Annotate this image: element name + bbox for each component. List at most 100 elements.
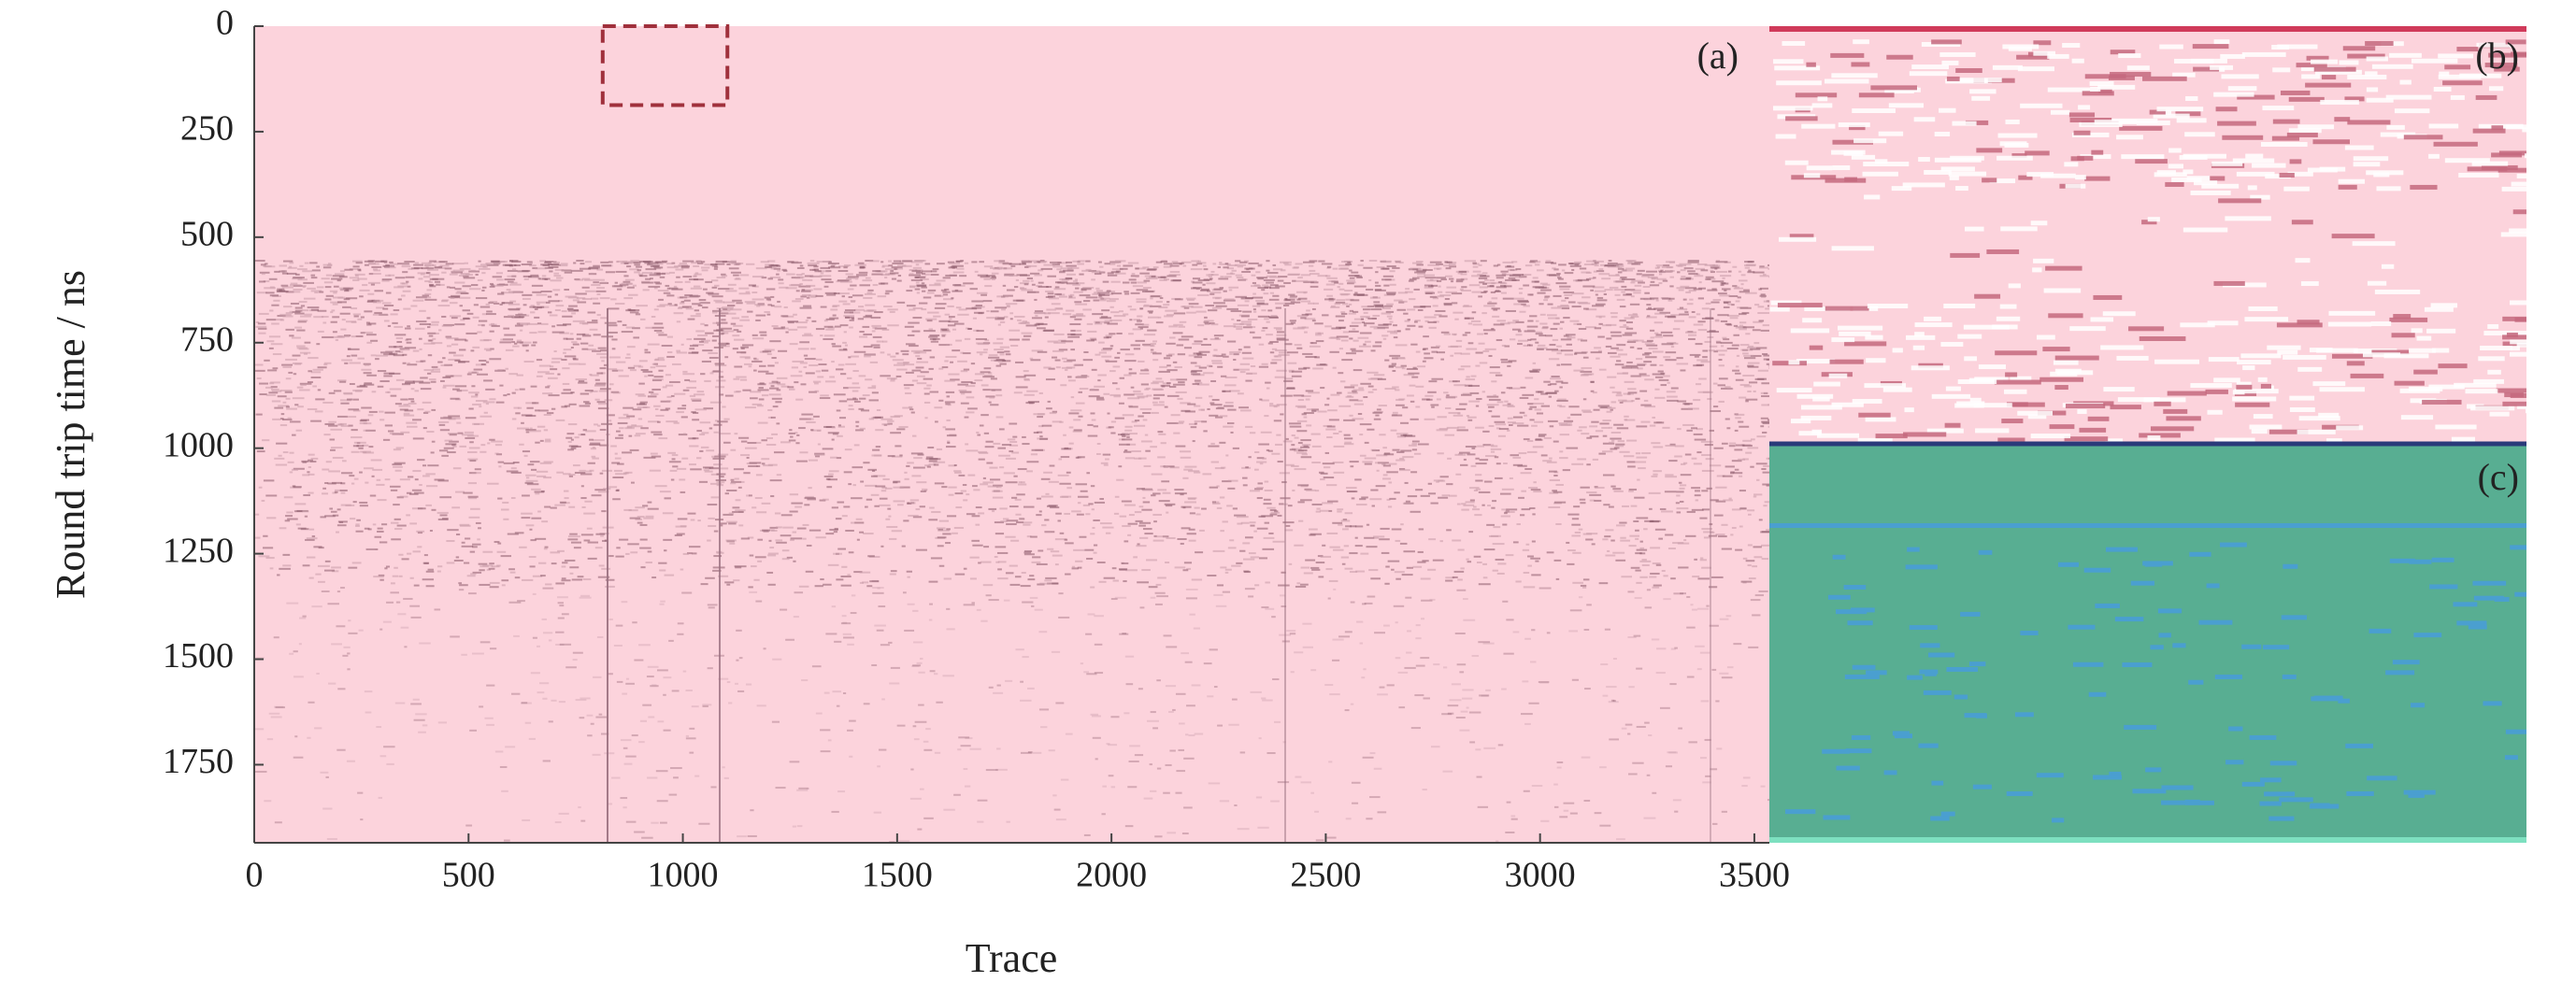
texture	[1043, 263, 1055, 266]
texture	[1577, 338, 1583, 341]
texture	[1559, 327, 1563, 330]
texture	[1636, 456, 1648, 459]
texture	[1266, 448, 1269, 451]
texture	[298, 301, 308, 304]
texture	[837, 265, 842, 268]
texture	[1373, 418, 1381, 420]
texture	[560, 264, 568, 267]
texture	[971, 515, 980, 518]
texture	[458, 274, 466, 277]
texture	[1291, 464, 1299, 467]
texture	[1467, 322, 1473, 325]
texture	[790, 539, 794, 542]
texture	[385, 263, 390, 266]
texture	[373, 299, 384, 302]
texture	[1353, 403, 1364, 406]
texture	[701, 360, 711, 363]
texture	[927, 311, 939, 314]
texture	[1126, 443, 1137, 446]
texture	[1349, 337, 1353, 340]
texture	[454, 281, 465, 284]
texture	[349, 277, 360, 279]
texture	[1175, 791, 1182, 794]
texture	[1068, 379, 1076, 382]
texture	[259, 382, 268, 385]
texture	[932, 268, 939, 271]
texture	[374, 311, 382, 314]
texture	[794, 591, 804, 594]
texture	[1139, 606, 1145, 609]
texture	[1277, 276, 1288, 278]
texture	[1494, 290, 1501, 292]
texture	[1340, 311, 1346, 314]
texture	[1768, 367, 1769, 370]
texture	[896, 301, 906, 304]
texture	[1256, 457, 1265, 460]
texture	[1352, 389, 1365, 391]
texture	[997, 568, 1002, 571]
texture	[590, 272, 594, 275]
texture	[1586, 463, 1591, 466]
texture	[597, 491, 609, 493]
texture	[1208, 275, 1212, 277]
texture	[1020, 751, 1032, 754]
texture	[448, 358, 461, 361]
texture	[1015, 361, 1023, 363]
texture	[1382, 260, 1392, 263]
texture	[1180, 542, 1184, 545]
texture	[348, 408, 360, 411]
texture	[340, 491, 346, 494]
texture	[1753, 342, 1760, 345]
texture	[1490, 448, 1502, 450]
texture	[1345, 525, 1352, 528]
texture	[708, 524, 717, 527]
texture	[1020, 680, 1024, 683]
texture	[1009, 441, 1018, 444]
texture	[1529, 506, 1536, 509]
texture	[1212, 502, 1221, 505]
texture	[1038, 549, 1044, 552]
texture	[1350, 525, 1357, 528]
texture	[1573, 505, 1581, 508]
texture	[510, 281, 518, 284]
texture	[1309, 269, 1316, 272]
texture	[1494, 420, 1506, 423]
texture	[438, 261, 448, 263]
texture	[1181, 527, 1191, 530]
texture	[1258, 343, 1265, 346]
texture	[1207, 364, 1211, 367]
texture	[776, 541, 787, 544]
texture	[1352, 418, 1364, 420]
texture	[1316, 507, 1321, 510]
texture	[1475, 748, 1481, 751]
texture	[1070, 329, 1076, 332]
texture	[1443, 666, 1448, 669]
texture	[1251, 274, 1256, 277]
texture	[871, 663, 878, 666]
texture	[1472, 265, 1479, 268]
texture	[819, 397, 831, 400]
texture	[1382, 337, 1387, 340]
texture	[799, 264, 804, 267]
texture	[320, 771, 329, 774]
texture	[413, 263, 423, 266]
texture	[1345, 818, 1352, 820]
texture	[255, 657, 265, 660]
texture	[1195, 310, 1207, 313]
texture	[1402, 406, 1409, 409]
texture	[913, 457, 923, 460]
texture	[1372, 388, 1378, 391]
texture	[1261, 329, 1266, 332]
texture	[1704, 263, 1715, 266]
texture	[1350, 384, 1359, 387]
texture	[967, 474, 976, 477]
texture	[1228, 723, 1239, 726]
texture	[1057, 519, 1061, 522]
texture	[544, 440, 551, 443]
texture	[1683, 539, 1687, 542]
texture	[1606, 686, 1617, 689]
texture	[611, 462, 621, 464]
texture	[303, 494, 310, 497]
texture	[1429, 598, 1436, 601]
texture	[999, 320, 1006, 323]
